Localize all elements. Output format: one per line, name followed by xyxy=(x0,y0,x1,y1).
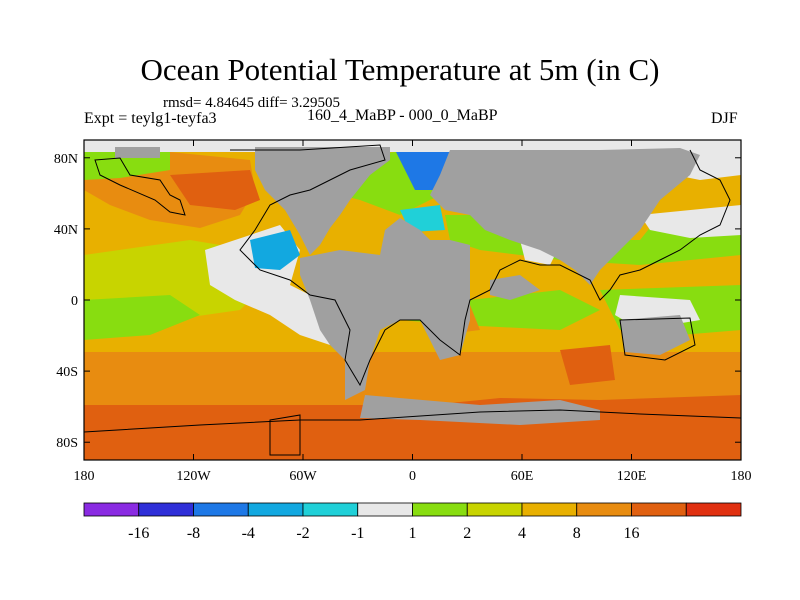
land-masses xyxy=(115,147,700,425)
colorbar-swatch xyxy=(412,502,468,517)
colorbar-swatch xyxy=(466,502,523,517)
colorbar-label: 2 xyxy=(463,525,471,542)
period-subtitle: 160_4_MaBP - 000_0_MaBP xyxy=(307,107,498,124)
experiment-label: Expt = teylg1-teyfa3 xyxy=(84,110,217,127)
east-pacific-cool xyxy=(250,230,300,270)
colorbar-label: -4 xyxy=(242,525,255,542)
colorbar-swatch xyxy=(302,502,359,517)
colorbar-swatch xyxy=(83,502,140,517)
colorbar-swatch xyxy=(138,502,194,517)
y-tick-label: 40S xyxy=(56,365,78,380)
colorbar-label: 16 xyxy=(624,525,640,542)
coastlines xyxy=(83,144,742,456)
colorbar-swatch xyxy=(685,502,742,517)
north-atlantic-cold xyxy=(395,150,450,190)
y-tick-label: 80N xyxy=(54,152,78,167)
y-tick-label: 40N xyxy=(54,223,78,238)
south-indian-red xyxy=(560,345,615,385)
x-tick-label: 60E xyxy=(511,469,534,484)
antarctica-land xyxy=(360,395,600,425)
colorbar-swatch xyxy=(631,502,687,517)
map-title: Ocean Potential Temperature at 5m (in C) xyxy=(140,52,660,87)
colorbar-swatch xyxy=(576,502,632,517)
north-pacific-red xyxy=(170,170,260,210)
northwest-pacific-neutral xyxy=(640,205,741,238)
axis-ticks: 180 120W 60W 0 60E 120E 180 80N 40N 0 40S 80S xyxy=(54,140,752,484)
tropical-pacific-green xyxy=(84,295,200,340)
colorbar-label: -16 xyxy=(128,525,149,542)
colorbar-label: 1 xyxy=(409,525,417,542)
season-label: DJF xyxy=(711,110,738,127)
arabia-land xyxy=(490,275,540,300)
gondwana-west-land xyxy=(300,218,470,400)
y-tick-label: 80S xyxy=(56,436,78,451)
x-tick-label: 120E xyxy=(617,469,647,484)
colorbar-label: 8 xyxy=(573,525,581,542)
colorbar-swatch xyxy=(521,502,578,517)
x-tick-label: 60W xyxy=(289,469,317,484)
east-pacific-neutral xyxy=(205,225,340,345)
colorbar-swatch xyxy=(193,502,249,517)
x-tick-label: 0 xyxy=(409,469,416,484)
x-tick-label: 180 xyxy=(731,469,752,484)
colorbar-label: -1 xyxy=(351,525,364,542)
y-tick-label: 0 xyxy=(71,294,78,309)
x-tick-label: 180 xyxy=(74,469,95,484)
colorbar: -16 -8 -4 -2 -1 1 2 4 8 16 xyxy=(83,502,742,542)
australia-land xyxy=(620,315,690,355)
eurasia-land xyxy=(430,148,700,285)
rmsd-diff-stats: rmsd= 4.84645 diff= 3.29505 xyxy=(163,95,341,111)
x-tick-label: 120W xyxy=(176,469,211,484)
colorbar-swatch xyxy=(357,502,413,517)
colorbar-swatch xyxy=(247,502,304,517)
colorbar-label: -2 xyxy=(296,525,309,542)
colorbar-label: -8 xyxy=(187,525,200,542)
colorbar-label: 4 xyxy=(518,525,526,542)
